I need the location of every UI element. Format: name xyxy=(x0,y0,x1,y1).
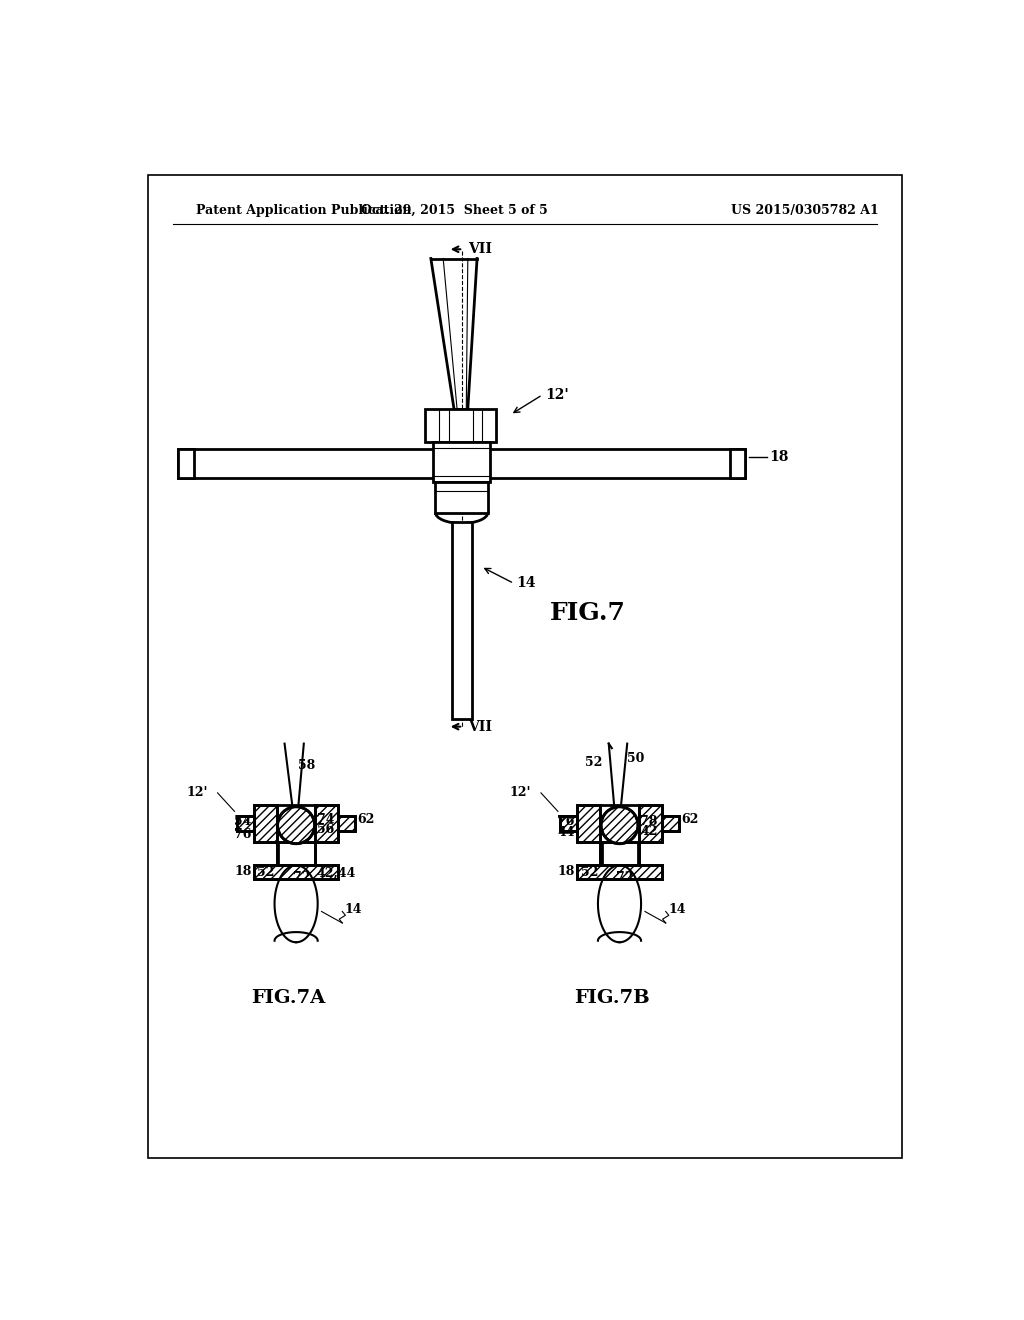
Bar xyxy=(315,805,339,842)
Circle shape xyxy=(601,807,638,843)
Text: US 2015/0305782 A1: US 2015/0305782 A1 xyxy=(731,205,879,218)
Text: 62: 62 xyxy=(681,813,698,825)
Bar xyxy=(662,816,679,832)
Bar xyxy=(178,449,745,478)
Bar xyxy=(339,816,355,832)
Bar xyxy=(254,805,339,842)
Text: 42,44: 42,44 xyxy=(316,866,356,879)
Text: 12': 12' xyxy=(186,787,208,800)
Text: 76: 76 xyxy=(557,814,574,828)
Text: 50: 50 xyxy=(628,752,644,766)
Text: 72: 72 xyxy=(616,871,634,884)
Bar xyxy=(237,816,254,832)
Text: Patent Application Publication: Patent Application Publication xyxy=(196,205,412,218)
Text: 42: 42 xyxy=(640,825,657,838)
Text: 76: 76 xyxy=(234,828,252,841)
Text: Oct. 29, 2015  Sheet 5 of 5: Oct. 29, 2015 Sheet 5 of 5 xyxy=(360,205,548,218)
Bar xyxy=(600,842,639,866)
Text: FIG.7A: FIG.7A xyxy=(251,989,326,1007)
Text: VII: VII xyxy=(468,719,492,734)
Text: 52: 52 xyxy=(585,756,602,770)
Bar xyxy=(435,482,487,512)
Text: 56: 56 xyxy=(316,822,334,836)
Text: 74: 74 xyxy=(316,813,335,825)
Bar xyxy=(178,449,194,478)
Text: FIG.7: FIG.7 xyxy=(550,601,626,624)
Text: FIG.7B: FIG.7B xyxy=(573,989,649,1007)
Bar xyxy=(425,409,497,442)
Text: 58: 58 xyxy=(298,759,315,772)
Text: VII: VII xyxy=(468,243,492,256)
Bar xyxy=(600,842,602,866)
Bar xyxy=(276,842,279,866)
Bar xyxy=(254,805,276,842)
Text: 52: 52 xyxy=(581,866,598,879)
Text: 18: 18 xyxy=(234,865,252,878)
Text: 44: 44 xyxy=(557,826,574,840)
Text: 78: 78 xyxy=(640,814,657,828)
Bar xyxy=(560,816,578,832)
Text: 72: 72 xyxy=(293,871,310,884)
Bar xyxy=(254,866,339,879)
Text: 14: 14 xyxy=(668,903,685,916)
Bar xyxy=(433,442,490,482)
Text: 62: 62 xyxy=(357,813,375,825)
Bar xyxy=(578,805,662,842)
Text: 52: 52 xyxy=(257,866,274,879)
Bar xyxy=(730,449,745,478)
Bar xyxy=(662,816,679,832)
Circle shape xyxy=(278,807,314,843)
Text: 14: 14 xyxy=(345,903,362,916)
Bar xyxy=(339,816,355,832)
Bar xyxy=(452,521,472,719)
Bar xyxy=(237,816,254,832)
Text: 18: 18 xyxy=(770,450,790,465)
Bar xyxy=(578,805,600,842)
Text: 14: 14 xyxy=(516,577,536,590)
Bar xyxy=(578,866,662,879)
Bar xyxy=(276,842,315,866)
Text: 18: 18 xyxy=(557,865,574,878)
Text: 54: 54 xyxy=(234,814,252,828)
Text: 12': 12' xyxy=(545,388,568,401)
Bar xyxy=(639,805,662,842)
Bar xyxy=(560,816,578,832)
Bar xyxy=(578,866,662,879)
Bar xyxy=(254,866,339,879)
Text: 12': 12' xyxy=(510,787,531,800)
